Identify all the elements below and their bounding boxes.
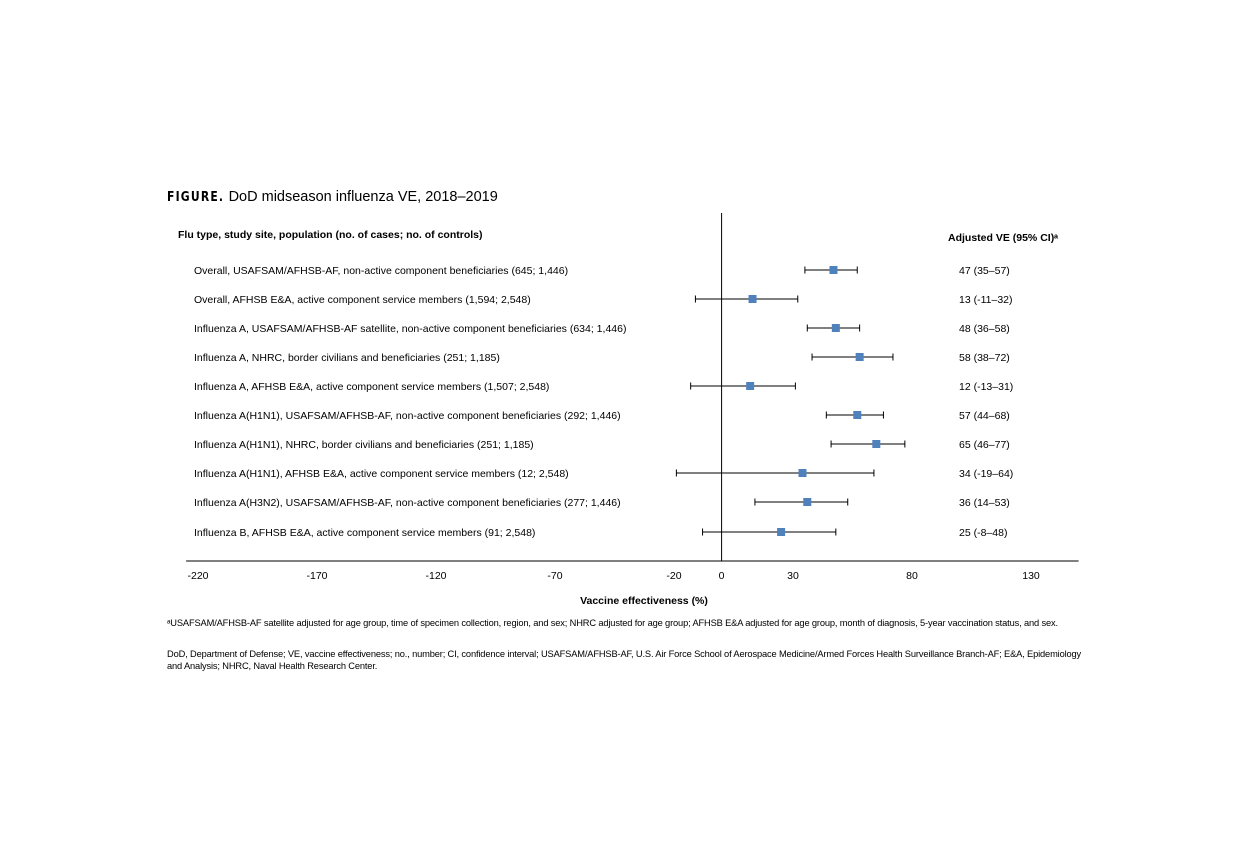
row-label: Influenza A, AFHSB E&A, active component… (194, 381, 549, 393)
row-label: Influenza A(H3N2), USAFSAM/AFHSB-AF, non… (194, 497, 621, 509)
row-ve-text: 47 (35–57) (959, 265, 1010, 277)
x-tick-label: 30 (787, 570, 799, 582)
row-label: Overall, USAFSAM/AFHSB-AF, non-active co… (194, 265, 568, 277)
row-label: Influenza A(H1N1), USAFSAM/AFHSB-AF, non… (194, 410, 621, 422)
row-label: Overall, AFHSB E&A, active component ser… (194, 294, 531, 306)
point-estimate-marker (746, 382, 755, 390)
footnote-abbreviations: DoD, Department of Defense; VE, vaccine … (167, 649, 1082, 671)
figure-title: FIGURE. DoD midseason influenza VE, 2018… (167, 189, 498, 205)
row-label: Influenza A(H1N1), NHRC, border civilian… (194, 439, 534, 451)
row-ve-text: 57 (44–68) (959, 410, 1010, 422)
point-estimate-marker (798, 469, 807, 477)
row-label: Influenza A(H1N1), AFHSB E&A, active com… (194, 468, 569, 480)
x-tick-label: 0 (719, 570, 725, 582)
point-estimate-marker (748, 295, 757, 303)
x-tick-label: -120 (425, 570, 446, 582)
row-ve-text: 48 (36–58) (959, 323, 1010, 335)
row-ve-text: 13 (-11–32) (959, 294, 1013, 306)
x-tick-label: -70 (547, 570, 562, 582)
row-label: Influenza A, NHRC, border civilians and … (194, 352, 500, 364)
point-estimate-marker (853, 411, 862, 419)
row-ve-text: 36 (14–53) (959, 497, 1010, 509)
row-ve-text: 25 (-8–48) (959, 527, 1007, 539)
row-ve-text: 65 (46–77) (959, 439, 1010, 451)
x-tick-label: -20 (666, 570, 681, 582)
x-tick-label: 130 (1022, 570, 1040, 582)
point-estimate-marker (777, 528, 786, 536)
right-header: Adjusted VE (95% CI)ᵃ (948, 232, 1058, 244)
row-label: Influenza B, AFHSB E&A, active component… (194, 527, 535, 539)
point-estimate-marker (855, 353, 864, 361)
left-header: Flu type, study site, population (no. of… (178, 229, 483, 241)
point-estimate-marker (872, 440, 881, 448)
row-ve-text: 58 (38–72) (959, 352, 1010, 364)
point-estimate-marker (803, 498, 812, 506)
figure-title-text: DoD midseason influenza VE, 2018–2019 (228, 189, 498, 205)
row-label: Influenza A, USAFSAM/AFHSB-AF satellite,… (194, 323, 626, 335)
point-estimate-marker (831, 324, 840, 332)
x-tick-label: -220 (187, 570, 208, 582)
x-tick-label: -170 (306, 570, 327, 582)
row-ve-text: 34 (-19–64) (959, 468, 1013, 480)
figure-label: FIGURE. (167, 189, 225, 205)
footnote-a: ᵃUSAFSAM/AFHSB-AF satellite adjusted for… (167, 618, 1058, 628)
x-axis-label: Vaccine effectiveness (%) (580, 595, 708, 607)
x-tick-label: 80 (906, 570, 918, 582)
row-ve-text: 12 (-13–31) (959, 381, 1013, 393)
point-estimate-marker (829, 266, 838, 274)
